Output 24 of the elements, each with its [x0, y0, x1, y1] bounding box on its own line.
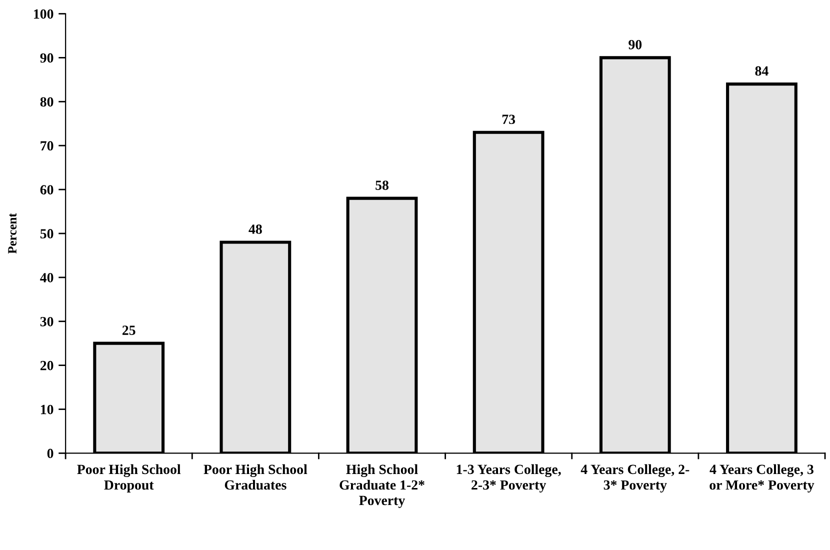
data-label: 90: [628, 40, 642, 50]
y-tick-label: 80: [40, 97, 54, 107]
data-label: 58: [376, 180, 388, 190]
x-tick-label: 4 Years College, 3 or More* Poverty: [710, 464, 814, 493]
x-tick-label: Poor High School Graduates: [204, 464, 308, 490]
data-label: 84: [755, 66, 768, 76]
data-label: 48: [248, 224, 262, 234]
y-tick-label: 10: [40, 404, 54, 414]
x-tick-label: Poor High School Dropout: [77, 464, 181, 492]
y-tick-label: 0: [47, 448, 54, 458]
x-tick-label: High School Graduate 1-2* Poverty: [340, 464, 424, 508]
y-tick-label: 60: [40, 185, 54, 194]
x-tick-label: 4 Years College, 2- 3* Poverty: [580, 464, 690, 493]
y-tick-label: 50: [40, 229, 54, 238]
y-tick-label: 40: [40, 273, 54, 282]
y-axis-title: Percent: [8, 213, 17, 254]
y-tick-label: 100: [34, 9, 54, 19]
y-tick-label: 70: [40, 141, 54, 151]
data-label: 73: [502, 114, 516, 124]
y-tick-label: 20: [40, 360, 54, 370]
data-label: 25: [122, 326, 136, 335]
y-tick-label: 30: [40, 316, 54, 326]
y-tick-label: 90: [40, 53, 54, 63]
x-tick-label: 1-3 Years College, 2-3* Poverty: [456, 464, 561, 493]
